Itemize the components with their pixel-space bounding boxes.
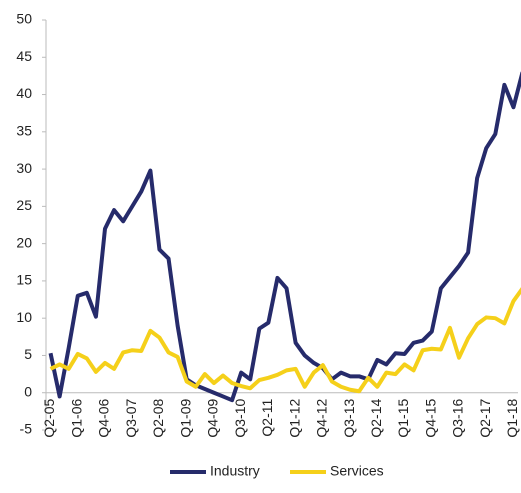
x-tick-label: Q2-14 [368,399,384,438]
series-line [49,287,521,394]
y-tick-label: 10 [16,309,32,325]
x-tick-label: Q3-16 [450,399,466,438]
x-tick-label: Q1-09 [177,399,193,438]
y-tick-label: 35 [16,123,32,139]
x-tick-label: Q3-07 [123,399,139,438]
y-tick-label: 5 [24,346,32,362]
x-tick-label: Q4-06 [96,399,112,438]
x-tick-label: Q2-05 [41,399,57,438]
series-line [48,71,521,403]
x-tick-label: Q3-13 [341,399,357,438]
x-tick-label: Q4-09 [205,399,221,438]
x-tick-label: Q2-17 [477,399,493,438]
x-tick-label: Q3-10 [232,399,248,438]
y-tick-label: -5 [20,421,33,437]
y-tick-label: 40 [16,85,32,101]
y-tick-label: 15 [16,272,32,288]
x-tick-label: Q1-18 [504,399,520,438]
x-tick-label: Q4-15 [422,399,438,438]
legend-label: Industry [210,463,260,479]
x-tick-label: Q1-12 [286,399,302,438]
y-tick-label: 0 [24,383,32,399]
y-tick-label: 30 [16,160,32,176]
y-tick-label: 50 [16,11,32,27]
legend-label: Services [330,463,384,479]
x-tick-label: Q2-11 [259,399,275,437]
y-tick-label: 45 [16,48,32,64]
x-tick-label: Q1-06 [68,399,84,438]
x-tick-label: Q4-12 [314,399,330,438]
y-tick-label: 20 [16,234,32,250]
x-tick-label: Q2-08 [150,399,166,438]
y-tick-label: 25 [16,197,32,213]
x-tick-label: Q1-15 [395,399,411,438]
